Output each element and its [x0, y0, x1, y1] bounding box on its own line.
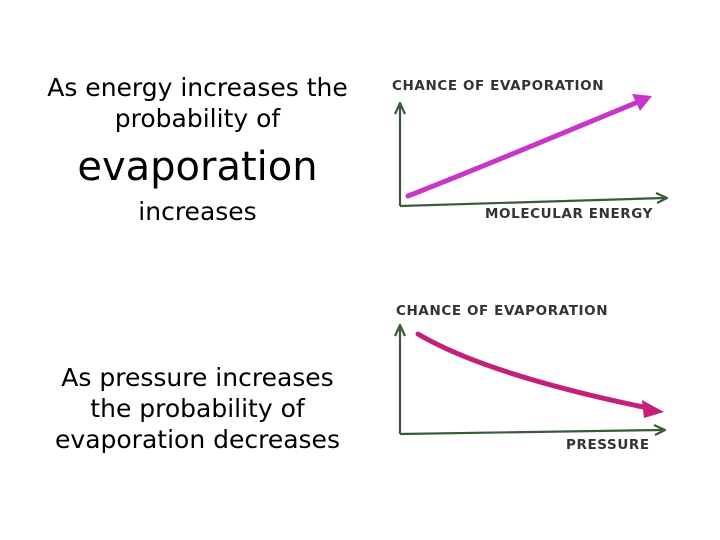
pressure-caption-line-3: evaporation decreases — [55, 425, 340, 454]
energy-graph-x-label: MOLECULAR ENERGY — [485, 206, 653, 222]
energy-caption-line-1: As energy increases the — [47, 73, 348, 102]
energy-graph: CHANCE OF EVAPORATION MOLECULAR ENERGY — [392, 78, 669, 222]
energy-caption-emphasis: evaporation — [77, 144, 318, 190]
energy-graph-y-label: CHANCE OF EVAPORATION — [392, 78, 604, 94]
energy-trend-line — [405, 94, 652, 199]
pressure-caption-line-1: As pressure increases — [61, 363, 334, 392]
pressure-graph-y-label: CHANCE OF EVAPORATION — [396, 303, 608, 319]
energy-trend-arrowhead — [632, 94, 652, 111]
energy-caption-line-4: increases — [138, 197, 257, 226]
energy-graph-axes — [393, 101, 669, 208]
pressure-trend-line — [415, 331, 664, 418]
pressure-graph-x-label: PRESSURE — [566, 437, 650, 453]
pressure-caption: As pressure increases the probability of… — [20, 362, 375, 455]
pressure-caption-line-2: the probability of — [90, 394, 305, 423]
pressure-trend-arrowhead — [642, 400, 664, 418]
energy-caption-line-2: probability of — [114, 104, 281, 133]
pressure-graph: CHANCE OF EVAPORATION PRESSURE — [393, 303, 667, 453]
energy-caption: As energy increases the probability of e… — [20, 72, 375, 227]
pressure-graph-axes — [393, 323, 667, 436]
